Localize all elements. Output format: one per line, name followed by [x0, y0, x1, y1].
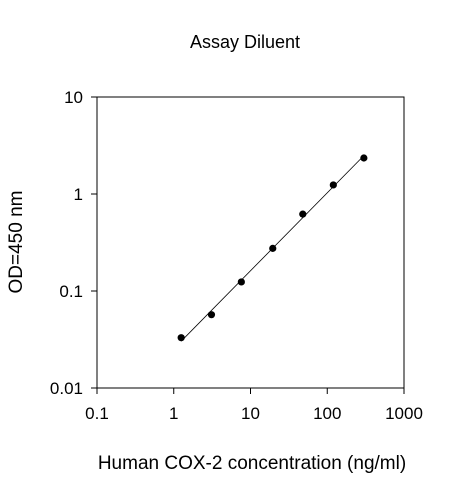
y-tick-label: 0.01: [50, 379, 83, 398]
y-tick-label: 0.1: [59, 282, 83, 301]
data-point: [329, 181, 337, 189]
data-point: [269, 244, 277, 252]
data-point: [299, 210, 307, 218]
x-tick-label: 10: [241, 404, 260, 423]
x-tick-label: 1: [169, 404, 178, 423]
plot-frame: [96, 96, 405, 389]
data-point: [237, 278, 245, 286]
x-tick-label: 100: [313, 404, 341, 423]
data-points-layer: [177, 154, 368, 342]
x-tick-label: 0.1: [85, 404, 109, 423]
y-tick-label: 1: [74, 185, 83, 204]
y-axis-label: OD=450 nm: [6, 191, 27, 294]
data-point: [177, 334, 185, 342]
data-point: [207, 311, 216, 319]
x-axis-label: Human COX-2 concentration (ng/ml): [98, 453, 406, 474]
data-point: [360, 154, 368, 162]
y-axis-ticks: 0.01 0.1 1 10: [50, 88, 97, 398]
y-tick-label: 10: [64, 88, 83, 107]
chart-title: Assay Diluent: [190, 32, 300, 52]
x-axis-ticks: 0.1 1 10 100 1000: [85, 388, 423, 423]
x-tick-label: 1000: [385, 404, 423, 423]
